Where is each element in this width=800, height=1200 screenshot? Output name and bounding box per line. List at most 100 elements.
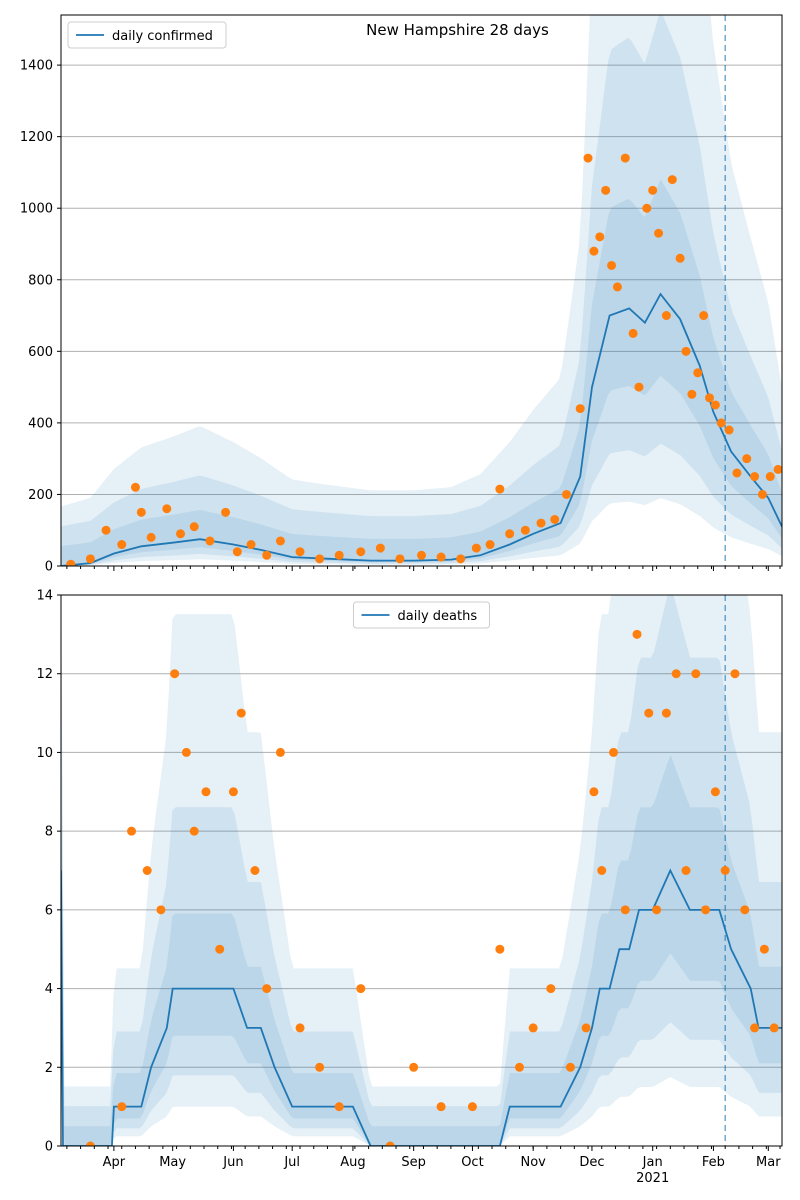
data-point-60	[757, 489, 767, 499]
y-tick-label-0: 0	[45, 1140, 53, 1155]
data-point-5	[136, 507, 146, 517]
data-point-44	[648, 185, 658, 195]
data-point-9	[189, 522, 199, 532]
data-point-54	[710, 400, 720, 410]
x-tick-label-3: Jul	[283, 1155, 300, 1170]
chart-title: New Hampshire 28 days	[366, 21, 549, 39]
data-point-20	[375, 543, 385, 553]
band-0	[61, 15, 782, 566]
data-point-27	[565, 1062, 575, 1072]
data-point-2	[101, 525, 111, 535]
data-point-42	[634, 382, 644, 392]
data-point-21	[395, 554, 405, 564]
data-point-3	[117, 540, 127, 550]
deaths-chart: 0 2 4 6 8 10 12 14 Apr May Jun Jul Aug Sep Oct Nov Dec Ja…	[36, 589, 783, 1186]
data-point-51	[693, 368, 703, 378]
legend-box	[353, 601, 490, 629]
confirmed-chart: 0 200 400 600 800 1000 1200 1400 New Hampshire 2…	[20, 14, 783, 575]
data-point-11	[236, 708, 246, 718]
data-point-38	[607, 260, 617, 270]
data-point-37	[671, 669, 681, 679]
data-point-23	[495, 944, 505, 954]
x-tick-sublabel-9: 2021	[636, 1171, 669, 1186]
data-point-8	[176, 529, 186, 539]
x-tick-label-10: Feb	[702, 1155, 725, 1170]
data-point-30	[536, 518, 546, 528]
data-point-43	[730, 669, 740, 679]
data-point-53	[705, 393, 715, 403]
data-point-21	[436, 1102, 446, 1112]
data-point-25	[528, 1023, 538, 1033]
data-point-19	[356, 547, 366, 557]
data-point-25	[471, 543, 481, 553]
data-point-40	[701, 905, 711, 915]
data-point-15	[295, 1023, 305, 1033]
x-tick-label-1: May	[159, 1155, 186, 1170]
data-point-36	[661, 708, 671, 718]
y-tick-label-3: 6	[45, 903, 53, 918]
data-point-7	[189, 826, 199, 836]
data-point-16	[315, 1062, 325, 1072]
data-point-42	[720, 866, 730, 875]
legend: daily confirmed	[67, 21, 227, 49]
data-point-58	[742, 454, 752, 464]
data-point-9	[215, 944, 225, 954]
data-point-32	[620, 905, 630, 915]
data-point-59	[750, 472, 760, 482]
data-point-57	[732, 468, 742, 478]
data-point-14	[262, 550, 272, 560]
legend-label: daily deaths	[398, 609, 478, 624]
y-tick-label-2: 400	[28, 416, 53, 431]
band-2	[61, 754, 782, 1146]
data-point-35	[589, 246, 599, 256]
x-tick-label-4: Aug	[340, 1155, 365, 1170]
x-tick-label-8: Dec	[579, 1155, 604, 1170]
data-point-47	[667, 175, 677, 185]
data-point-12	[250, 866, 260, 875]
data-point-35	[652, 905, 662, 915]
x-tick-label-5: Sep	[401, 1155, 426, 1170]
data-point-47	[769, 1023, 779, 1033]
plot-area	[61, 595, 782, 1146]
data-point-6	[146, 532, 156, 542]
y-tick-label-5: 10	[36, 746, 53, 761]
y-tick-label-7: 14	[36, 589, 53, 604]
series-line	[61, 868, 782, 1146]
data-point-37	[601, 185, 611, 195]
y-tick-label-6: 12	[36, 667, 53, 682]
data-point-26	[546, 984, 556, 994]
data-point-5	[170, 669, 180, 679]
data-point-52	[699, 311, 709, 321]
data-point-11	[221, 507, 231, 517]
legend-label: daily confirmed	[112, 29, 213, 44]
data-point-12	[232, 547, 242, 557]
data-point-3	[142, 866, 152, 875]
data-point-39	[612, 282, 622, 292]
x-tick-label-9: Jan	[642, 1155, 663, 1170]
band-1	[61, 15, 782, 566]
legend: daily deaths	[353, 601, 490, 629]
data-point-32	[561, 489, 571, 499]
plot-area	[61, 15, 782, 566]
data-point-30	[597, 866, 607, 875]
data-point-13	[262, 984, 272, 994]
data-point-31	[609, 747, 619, 757]
x-tick-label-0: Apr	[103, 1155, 126, 1170]
band-0	[61, 595, 782, 1146]
x-tick-label-6: Oct	[461, 1155, 483, 1170]
y-tick-label-4: 800	[28, 273, 53, 288]
axes-frame	[60, 14, 783, 567]
y-tick-label-3: 600	[28, 345, 53, 360]
data-point-44	[740, 905, 750, 915]
data-point-28	[581, 1023, 591, 1033]
data-point-1	[85, 554, 95, 564]
axes-frame	[60, 594, 783, 1147]
data-point-62	[773, 464, 782, 474]
y-tick-label-1: 2	[45, 1061, 53, 1076]
data-point-41	[710, 787, 720, 797]
data-point-36	[595, 232, 605, 242]
data-point-48	[675, 253, 685, 263]
data-point-34	[644, 708, 654, 718]
data-point-33	[632, 629, 642, 639]
